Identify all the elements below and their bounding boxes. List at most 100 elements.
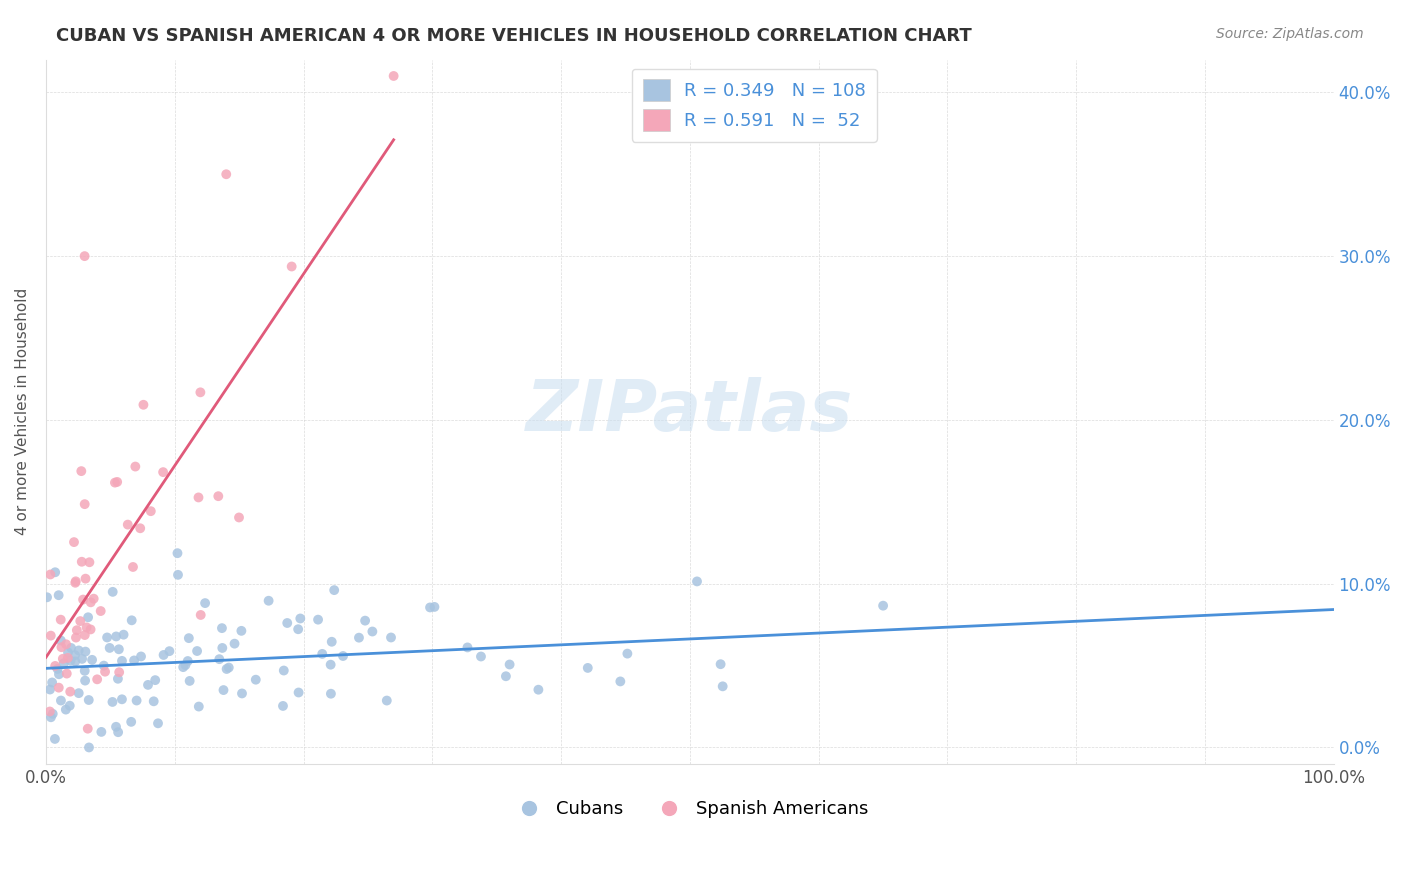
Point: [108, 665, 131, 680]
Point: [354, 614, 377, 628]
Text: CUBAN VS SPANISH AMERICAN 4 OR MORE VEHICLES IN HOUSEHOLD CORRELATION CHART: CUBAN VS SPANISH AMERICAN 4 OR MORE VEHI…: [56, 27, 972, 45]
Point: [136, 678, 159, 692]
Point: [44, 566, 66, 580]
Point: [139, 504, 162, 518]
Point: [527, 682, 550, 697]
Point: [129, 521, 152, 535]
Point: [101, 695, 124, 709]
Point: [55, 703, 77, 717]
Point: [72, 592, 94, 607]
Point: [143, 673, 166, 687]
Point: [711, 679, 734, 693]
Point: [93, 658, 115, 673]
Point: [77, 610, 100, 624]
Point: [212, 683, 235, 698]
Point: [224, 637, 246, 651]
Point: [231, 624, 253, 638]
Point: [157, 644, 180, 658]
Point: [382, 69, 405, 83]
Point: [111, 692, 134, 706]
Point: [211, 621, 233, 635]
Point: [44, 659, 66, 673]
Point: [108, 642, 131, 657]
Point: [347, 631, 370, 645]
Point: [56, 651, 79, 665]
Point: [63, 535, 86, 549]
Point: [83, 591, 105, 606]
Point: [380, 631, 402, 645]
Point: [218, 660, 240, 674]
Point: [686, 574, 709, 589]
Point: [152, 465, 174, 479]
Point: [211, 640, 233, 655]
Point: [79, 623, 101, 637]
Point: [48, 588, 70, 602]
Point: [107, 725, 129, 739]
Point: [323, 583, 346, 598]
Point: [90, 604, 112, 618]
Point: [319, 657, 342, 672]
Point: [280, 260, 302, 274]
Point: [146, 716, 169, 731]
Point: [287, 622, 309, 636]
Point: [495, 669, 517, 683]
Point: [96, 631, 118, 645]
Point: [105, 720, 128, 734]
Point: [321, 634, 343, 648]
Point: [59, 654, 82, 668]
Point: [245, 673, 267, 687]
Point: [190, 607, 212, 622]
Point: [132, 398, 155, 412]
Point: [67, 643, 90, 657]
Point: [120, 714, 142, 729]
Point: [59, 698, 82, 713]
Point: [177, 654, 200, 668]
Point: [215, 662, 238, 676]
Point: [41, 675, 63, 690]
Point: [319, 687, 342, 701]
Point: [75, 572, 97, 586]
Point: [122, 560, 145, 574]
Point: [48, 667, 70, 681]
Point: [290, 611, 312, 625]
Point: [194, 596, 217, 610]
Point: [77, 693, 100, 707]
Point: [52, 652, 75, 666]
Point: [332, 648, 354, 663]
Point: [39, 567, 62, 582]
Point: [231, 686, 253, 700]
Point: [80, 653, 103, 667]
Point: [273, 664, 295, 678]
Point: [498, 657, 520, 672]
Point: [177, 631, 200, 645]
Point: [46, 662, 69, 676]
Point: [423, 599, 446, 614]
Point: [63, 648, 86, 663]
Point: [105, 630, 128, 644]
Point: [112, 628, 135, 642]
Point: [287, 685, 309, 699]
Point: [39, 682, 62, 697]
Point: [52, 656, 75, 670]
Point: [122, 653, 145, 667]
Y-axis label: 4 or more Vehicles in Household: 4 or more Vehicles in Household: [15, 288, 30, 535]
Point: [129, 649, 152, 664]
Point: [49, 693, 72, 707]
Point: [60, 640, 83, 655]
Point: [73, 497, 96, 511]
Point: [48, 681, 70, 695]
Point: [187, 491, 209, 505]
Point: [190, 385, 212, 400]
Point: [124, 459, 146, 474]
Point: [38, 705, 60, 719]
Point: [70, 555, 93, 569]
Point: [311, 647, 333, 661]
Point: [142, 694, 165, 708]
Point: [207, 489, 229, 503]
Point: [710, 657, 733, 672]
Point: [65, 631, 87, 645]
Point: [456, 640, 478, 655]
Point: [51, 640, 73, 655]
Point: [187, 699, 209, 714]
Point: [49, 633, 72, 648]
